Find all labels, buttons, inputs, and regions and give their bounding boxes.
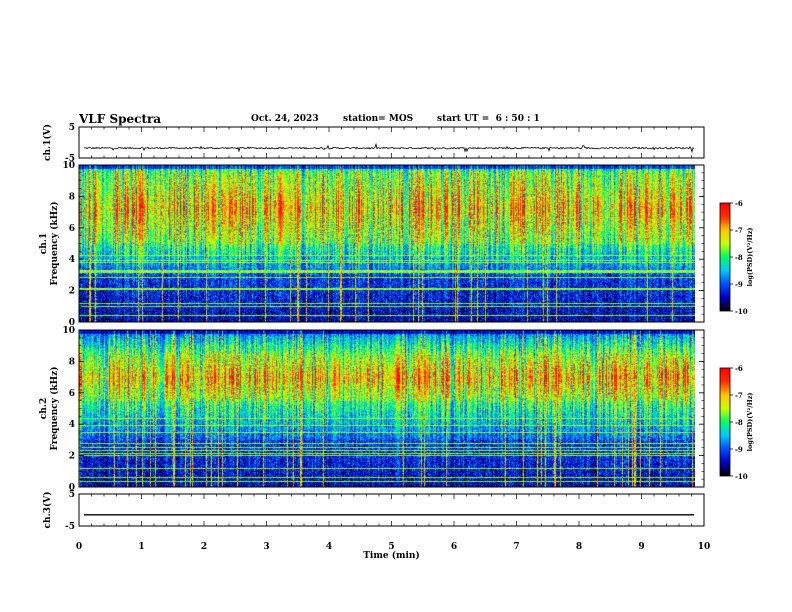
x-tick-label: 8 [576,542,582,552]
x-tick-label: 6 [451,542,457,552]
colorbar-ch2 [720,368,730,476]
spec-ylabel-line2: Frequency (kHz) [49,366,60,450]
x-axis-label: Time (min) [363,550,420,561]
colorbar-tick-label: -7 [735,226,743,235]
y-tick-label: 2 [69,452,75,462]
ch3-ylabel: ch.3(V) [42,492,53,529]
x-tick-label: 0 [76,542,82,552]
colorbar-tick-label: -6 [735,199,743,208]
ch1-ylabel: ch.1(V) [42,124,53,161]
colorbar-label: log(PSD)(V²/Hz) [746,228,754,287]
date-label: Oct. 24, 2023 [251,114,319,124]
colorbar-ch1 [720,203,730,311]
colorbar-tick-label: -9 [735,280,743,289]
start-ut-label: start UT = 6 : 50 : 1 [437,114,540,124]
y-tick-label: 4 [69,255,75,265]
colorbar-tick-label: -10 [735,307,748,316]
y-tick-label: 5 [69,490,75,500]
colorbar-tick-label: -8 [735,253,743,262]
x-tick-label: 10 [698,542,711,552]
spectrogram-image-ch1 [79,165,695,322]
y-tick-label: -5 [65,522,75,532]
y-tick-label: 10 [62,161,75,171]
y-tick-label: 2 [69,287,75,297]
colorbar-tick-label: -7 [735,391,743,400]
spectrogram-image-ch2 [79,330,695,487]
spec-ylabel-line1: ch.1 [39,233,49,254]
ch1-waveform-line [83,142,695,154]
y-tick-label: 0 [69,483,75,493]
x-tick-label: 5 [388,542,394,552]
y-tick-label: 5 [69,123,75,133]
spec-ylabel-line2: Frequency (kHz) [49,201,60,285]
y-tick-label: 8 [69,192,75,202]
x-tick-label: 9 [638,542,644,552]
colorbar-tick-label: -10 [735,472,748,481]
x-tick-label: 2 [201,542,207,552]
figure-title: VLF Spectra [79,112,162,126]
y-tick-label: 6 [69,224,75,234]
x-tick-label: 4 [326,542,332,552]
x-tick-label: 7 [513,542,519,552]
x-tick-label: 1 [138,542,144,552]
y-tick-label: 0 [69,318,75,328]
colorbar-tick-label: -6 [735,364,743,373]
colorbar-tick-label: -8 [735,418,743,427]
y-tick-label: 6 [69,389,75,399]
station-label: station= MOS [343,114,414,124]
spec-ylabel-line1: ch.2 [39,398,49,419]
colorbar-tick-label: -9 [735,445,743,454]
colorbar-label: log(PSD)(V²/Hz) [746,393,754,452]
x-tick-label: 3 [263,542,269,552]
y-tick-label: 10 [62,326,75,336]
y-tick-label: 4 [69,420,75,430]
y-tick-label: 8 [69,357,75,367]
y-tick-label: -5 [65,154,75,164]
